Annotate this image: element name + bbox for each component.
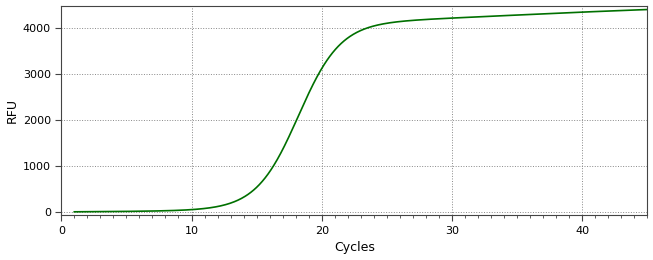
Y-axis label: RFU: RFU <box>6 98 18 123</box>
X-axis label: Cycles: Cycles <box>334 242 375 255</box>
